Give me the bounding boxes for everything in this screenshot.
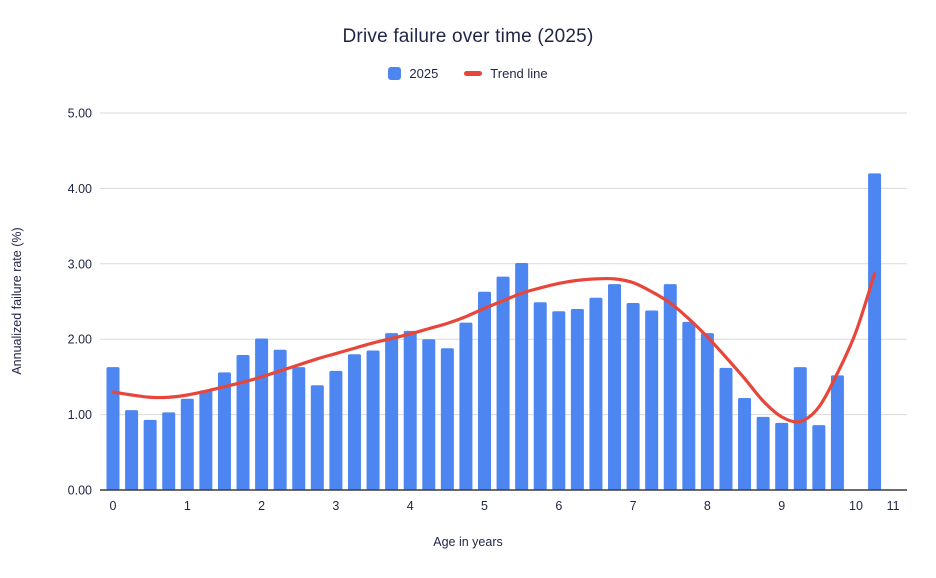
bar (552, 311, 566, 490)
bar (608, 284, 622, 490)
y-tick-label: 5.00 (68, 107, 92, 121)
legend: 2025 Trend line (0, 66, 936, 81)
x-tick-label: 6 (555, 499, 562, 513)
bar (719, 367, 733, 490)
bar (682, 321, 696, 490)
y-tick-label: 4.00 (68, 182, 92, 196)
x-tick-label: 10 (849, 499, 863, 513)
y-tick-label: 1.00 (68, 408, 92, 422)
bar (329, 370, 343, 490)
x-tick-label: 7 (630, 499, 637, 513)
bar (793, 367, 807, 490)
x-tick-label: 11 (887, 499, 900, 513)
x-tick-label: 5 (481, 499, 488, 513)
bar (199, 390, 213, 490)
bar (570, 309, 584, 490)
bar (125, 410, 139, 490)
bar (440, 348, 454, 490)
legend-label-2025: 2025 (409, 66, 439, 81)
chart-title: Drive failure over time (2025) (342, 26, 594, 47)
bar (663, 284, 677, 490)
y-tick-label: 0.00 (68, 484, 92, 498)
bar (422, 339, 436, 490)
bar (162, 412, 176, 490)
bar-series-swatch-icon (388, 67, 402, 80)
bar (106, 367, 120, 490)
x-tick-label: 4 (407, 499, 414, 513)
bar (775, 422, 789, 490)
bar (478, 291, 491, 490)
x-tick-label: 9 (778, 499, 785, 513)
legend-label-trend: Trend line (490, 66, 548, 81)
bar (310, 385, 324, 490)
x-tick-label: 1 (184, 499, 191, 513)
bar (180, 398, 194, 490)
x-axis-title: Age in years (433, 535, 503, 549)
trend-line (111, 272, 877, 424)
bar (273, 349, 287, 490)
bar (756, 416, 770, 490)
x-tick-label: 8 (704, 499, 711, 513)
y-tick-label: 2.00 (68, 333, 92, 347)
bar (217, 372, 231, 490)
bar (645, 310, 659, 490)
bar (403, 330, 417, 490)
x-tick-label: 2 (258, 499, 265, 513)
y-tick-label: 3.00 (68, 257, 92, 271)
bar (366, 350, 380, 490)
x-tick-label: 0 (110, 499, 117, 513)
bar (347, 354, 361, 490)
bar (868, 173, 882, 490)
bar (700, 333, 714, 490)
legend-item-trend: Trend line (464, 66, 548, 81)
bar (626, 303, 640, 490)
bar (812, 425, 826, 490)
bar (236, 355, 250, 490)
bar (515, 263, 529, 490)
bar (496, 276, 510, 490)
bar (385, 333, 399, 490)
bar (533, 302, 547, 490)
legend-item-2025: 2025 (388, 66, 438, 81)
bar (738, 398, 752, 490)
bar (830, 375, 844, 490)
trend-line-swatch-icon (464, 71, 483, 76)
bar (143, 419, 157, 490)
bar (292, 367, 306, 490)
bar (255, 338, 269, 490)
bar (459, 322, 473, 490)
x-tick-label: 3 (332, 499, 339, 513)
bar (589, 297, 603, 490)
